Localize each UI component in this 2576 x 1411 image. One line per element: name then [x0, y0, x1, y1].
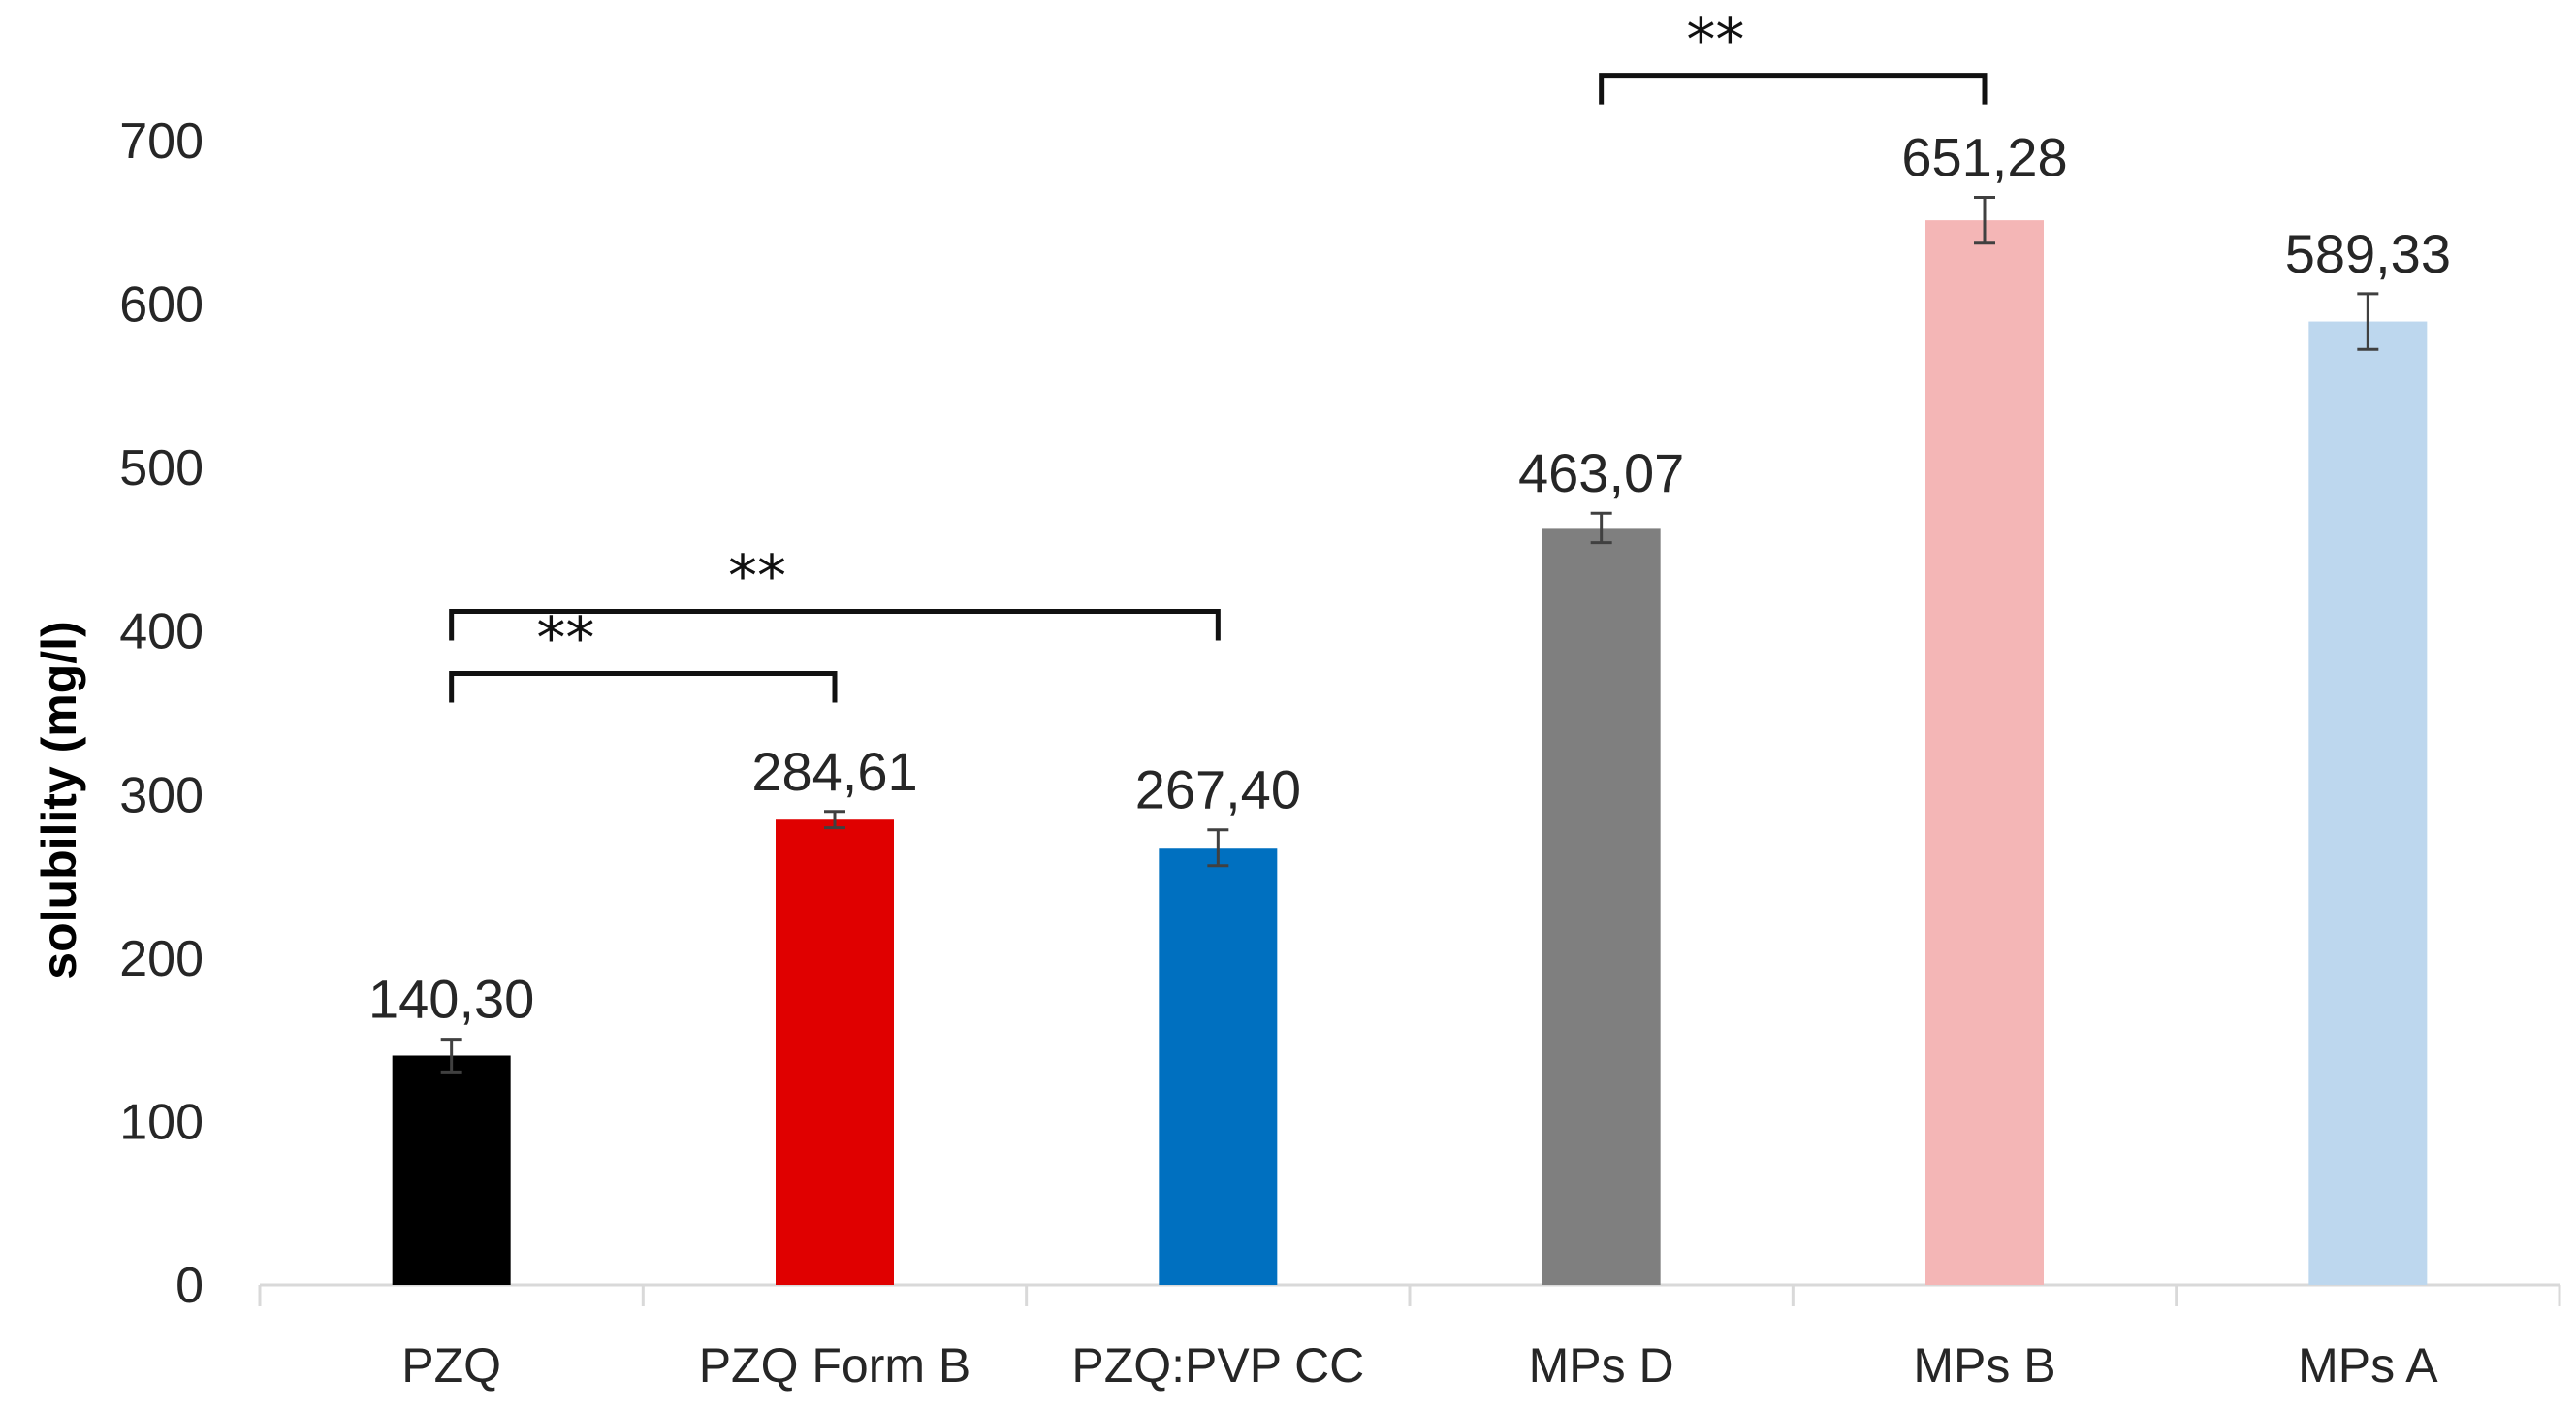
- y-tick-label: 600: [119, 277, 204, 334]
- y-tick-label: 0: [175, 1258, 204, 1314]
- x-category-label: MPs D: [1529, 1338, 1674, 1393]
- y-tick-label: 100: [119, 1094, 204, 1150]
- significance-label: **: [728, 542, 786, 610]
- bars-layer: 140,30 284,61 267,40 463,07 651,28 589,33: [368, 127, 2451, 1286]
- bar: [776, 819, 894, 1285]
- data-label: 589,33: [2285, 223, 2451, 284]
- data-label: 267,40: [1135, 759, 1301, 820]
- y-tick-label: 500: [119, 440, 204, 497]
- x-category-label: MPs A: [2298, 1338, 2438, 1393]
- bar: [1542, 528, 1661, 1285]
- y-tick-label: 700: [119, 113, 204, 170]
- bar: [1925, 220, 2044, 1285]
- y-tick-label: 300: [119, 767, 204, 823]
- y-axis-title: solubility (mg/l): [32, 621, 86, 978]
- significance-bracket: [449, 608, 1221, 641]
- y-tick-label: 200: [119, 931, 204, 987]
- bar: [1159, 848, 1278, 1285]
- significance-bracket: [1599, 73, 1988, 105]
- data-label: 463,07: [1518, 442, 1684, 503]
- x-category-label: PZQ Form B: [699, 1338, 971, 1393]
- y-tick-label: 400: [119, 604, 204, 660]
- data-label: 651,28: [1901, 127, 2067, 188]
- bar: [392, 1055, 511, 1285]
- significance-label: **: [536, 605, 594, 673]
- x-category-label: MPs B: [1913, 1338, 2055, 1393]
- significance-layer: ** ** **: [449, 7, 1988, 703]
- axis-layer: 0 100 200 300 400 500 600 700 PZQ PZQ Form B PZQ:P…: [119, 113, 2561, 1393]
- significance-bracket: [449, 671, 838, 703]
- data-label: 140,30: [368, 969, 534, 1030]
- x-category-label: PZQ:PVP CC: [1071, 1338, 1364, 1393]
- significance-label: **: [1686, 7, 1744, 75]
- x-category-label: PZQ: [401, 1338, 501, 1393]
- bar: [2308, 321, 2428, 1286]
- data-label: 284,61: [751, 741, 917, 802]
